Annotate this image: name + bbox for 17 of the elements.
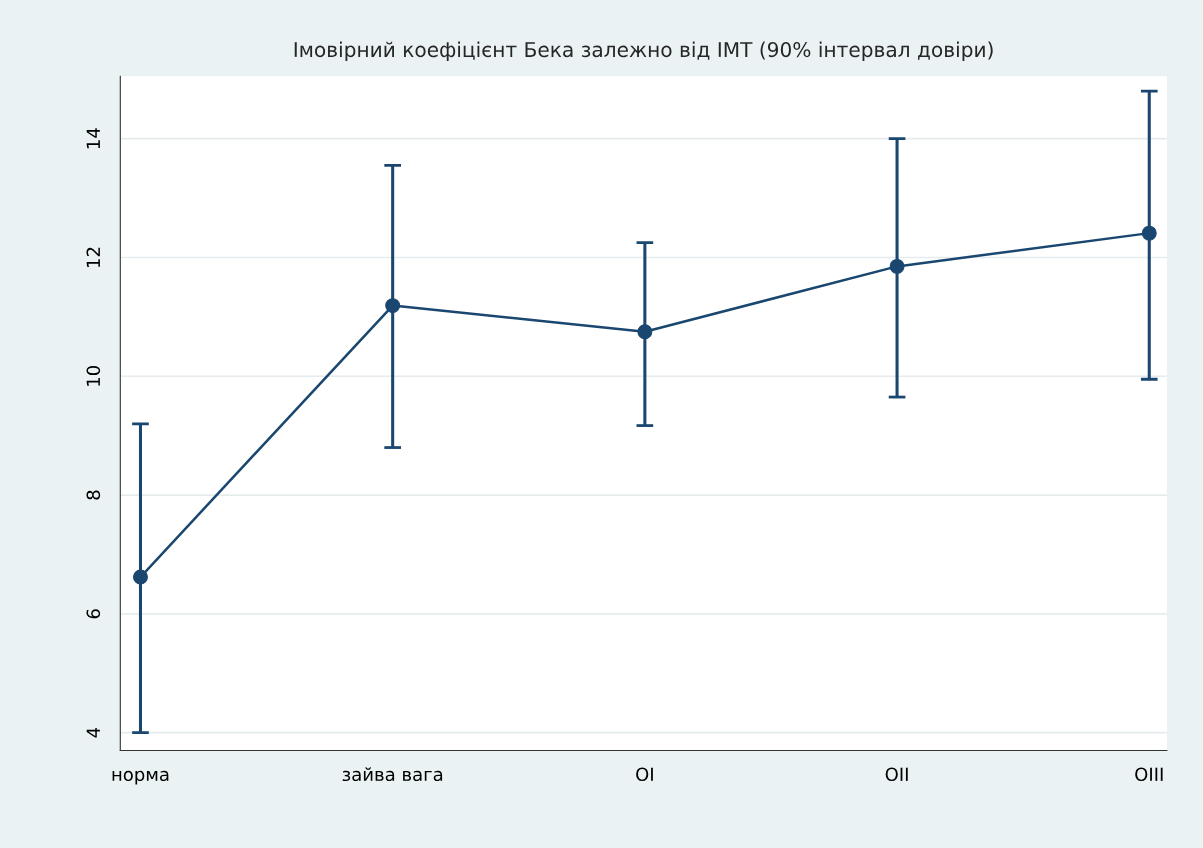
y-tick-label: 4 [86,727,100,738]
chart-title: Імовірний коефіцієнт Бека залежно від ІМТ (90% інтервал довіри) [294,41,993,62]
y-tick-label: 10 [86,365,101,386]
x-tick-label: зайва вага [342,767,443,782]
y-tick-label: 12 [86,247,100,267]
point [637,324,653,340]
point [889,258,905,274]
x-tick-label: OII [885,767,908,782]
x-tick-label: OIII [1135,767,1163,782]
x-tick-label: OI [636,767,653,782]
y-tick-label: 6 [86,609,101,619]
y-tick-label: 8 [86,490,101,500]
point [1141,225,1157,241]
point [385,298,401,314]
point [133,569,148,585]
y-tick-label: 14 [86,128,100,149]
x-tick-label: норма [112,770,169,785]
